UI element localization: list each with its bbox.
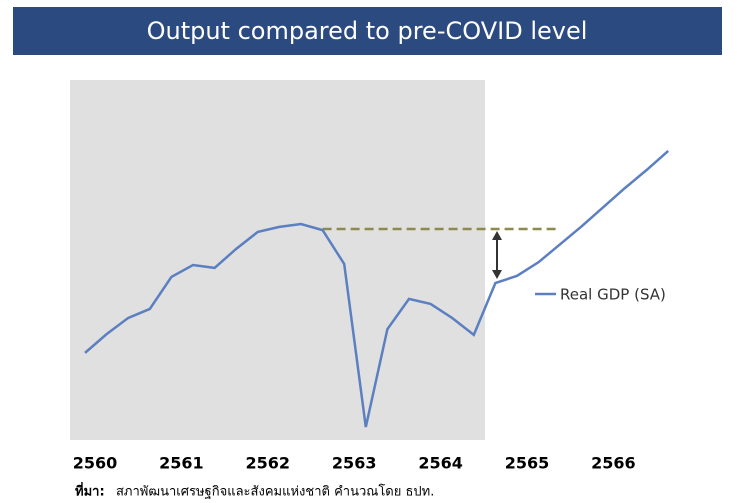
source-label: ที่มา: [75,482,105,500]
legend-label: Real GDP (SA) [560,286,666,304]
data-line [84,149,670,428]
x-tick-label: 2561 [159,454,204,473]
x-tick-label: 2562 [246,454,291,473]
x-tick-label: 2560 [73,454,118,473]
chart-title: Output compared to pre-COVID level [147,17,588,45]
x-tick-label: 2565 [505,454,550,473]
x-tick-label: 2566 [591,454,636,473]
title-banner [13,7,722,55]
shaded-period [70,80,485,440]
x-tick-label: 2564 [418,454,463,473]
source: สภาพัฒนาเศรษฐกิจและสังคมแห่งชาติ คำนวณโด… [116,484,434,500]
x-tick-label: 2563 [332,454,377,473]
arrow-head [492,270,502,280]
arrow-head [492,231,502,241]
